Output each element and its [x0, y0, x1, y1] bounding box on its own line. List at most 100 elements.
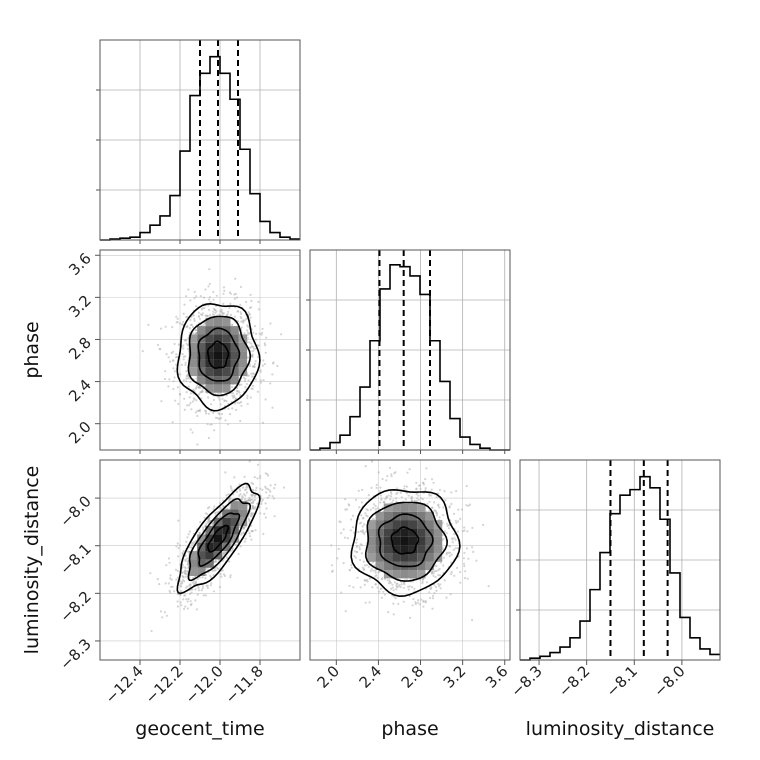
scatter-point — [420, 497, 423, 500]
scatter-point — [363, 583, 366, 586]
scatter-point — [242, 319, 245, 322]
scatter-point — [269, 322, 272, 325]
scatter-point — [389, 491, 393, 494]
scatter-point — [406, 471, 409, 474]
density-cell — [383, 553, 393, 562]
scatter-point — [198, 532, 201, 535]
scatter-point — [233, 476, 236, 479]
scatter-point — [247, 311, 250, 314]
scatter-point — [487, 585, 490, 588]
density-cell — [213, 317, 223, 327]
scatter-point — [186, 607, 189, 610]
scatter-point — [450, 571, 453, 574]
scatter-point — [240, 498, 243, 501]
scatter-point — [231, 394, 234, 397]
density-cell — [205, 384, 214, 393]
scatter-point — [347, 503, 350, 506]
scatter-point — [360, 514, 363, 517]
scatter-point — [180, 604, 183, 607]
scatter-point — [226, 507, 229, 510]
density-cell — [400, 520, 409, 529]
scatter-point — [364, 530, 367, 534]
scatter-point — [202, 296, 206, 299]
scatter-point — [430, 494, 433, 497]
scatter-point — [196, 577, 199, 581]
scatter-point — [260, 500, 263, 503]
scatter-point — [371, 586, 374, 589]
scatter-point — [249, 396, 252, 399]
scatter-point — [186, 347, 190, 351]
density-cell — [222, 534, 231, 543]
scatter-point — [428, 500, 431, 503]
scatter-point — [265, 491, 268, 494]
scatter-point — [415, 488, 418, 491]
density-cell — [213, 342, 223, 352]
scatter-point — [200, 308, 203, 311]
scatter-point — [180, 585, 183, 588]
scatter-point — [422, 600, 425, 603]
scatter-point — [372, 506, 375, 509]
density-cell — [197, 559, 206, 568]
scatter-point — [363, 579, 366, 582]
scatter-point — [331, 564, 334, 567]
scatter-point — [365, 508, 368, 511]
x-axis-label-luminosity-distance: luminosity_distance — [526, 718, 715, 740]
scatter-point — [179, 373, 182, 376]
scatter-point — [212, 398, 215, 402]
scatter-point — [195, 386, 198, 389]
scatter-point — [208, 296, 211, 299]
scatter-point — [368, 601, 371, 604]
scatter-point — [206, 423, 209, 426]
scatter-point — [360, 543, 363, 547]
density-cell — [400, 511, 409, 521]
scatter-point — [356, 576, 359, 579]
scatter-point — [276, 364, 279, 368]
scatter-point — [199, 295, 202, 298]
density-cell — [222, 526, 231, 535]
y-tick-label: −8.3 — [56, 635, 94, 673]
scatter-point — [353, 555, 356, 558]
density-cell — [392, 553, 401, 562]
scatter-point — [359, 530, 362, 533]
scatter-point — [414, 601, 417, 604]
density-cell — [408, 553, 418, 562]
scatter-point — [454, 547, 457, 550]
scatter-point — [184, 575, 187, 578]
scatter-point — [251, 355, 254, 358]
scatter-point — [465, 504, 468, 507]
scatter-point — [149, 572, 152, 575]
scatter-point — [173, 376, 176, 379]
scatter-point — [245, 491, 248, 494]
scatter-point — [379, 587, 382, 590]
scatter-point — [189, 380, 192, 384]
density-cell — [238, 342, 248, 352]
scatter-point — [250, 515, 253, 518]
histogram-luminosity_distance — [520, 475, 720, 661]
scatter-point — [254, 507, 257, 510]
scatter-point — [253, 325, 257, 328]
scatter-point — [408, 585, 411, 588]
scatter-point — [156, 578, 159, 581]
scatter-point — [171, 326, 174, 329]
scatter-point — [254, 529, 257, 532]
scatter-point — [387, 494, 390, 497]
x-tick-label: 3.2 — [440, 662, 470, 692]
scatter-point — [189, 603, 192, 607]
scatter-point — [354, 556, 357, 559]
scatter-point — [362, 560, 365, 563]
density-cell — [197, 551, 206, 560]
scatter-point — [231, 407, 234, 410]
scatter-point — [421, 580, 424, 583]
density-cell — [230, 351, 239, 360]
scatter-point — [263, 363, 266, 366]
scatter-point — [185, 342, 188, 345]
density-cell — [392, 536, 401, 546]
scatter-point — [250, 530, 253, 533]
y-tick-label: 2.0 — [65, 418, 95, 448]
scatter-point — [222, 292, 225, 295]
scatter-point — [262, 359, 265, 362]
scatter-point — [438, 567, 441, 571]
scatter-point — [185, 316, 188, 319]
scatter-point — [342, 562, 345, 565]
scatter-point — [463, 565, 466, 568]
